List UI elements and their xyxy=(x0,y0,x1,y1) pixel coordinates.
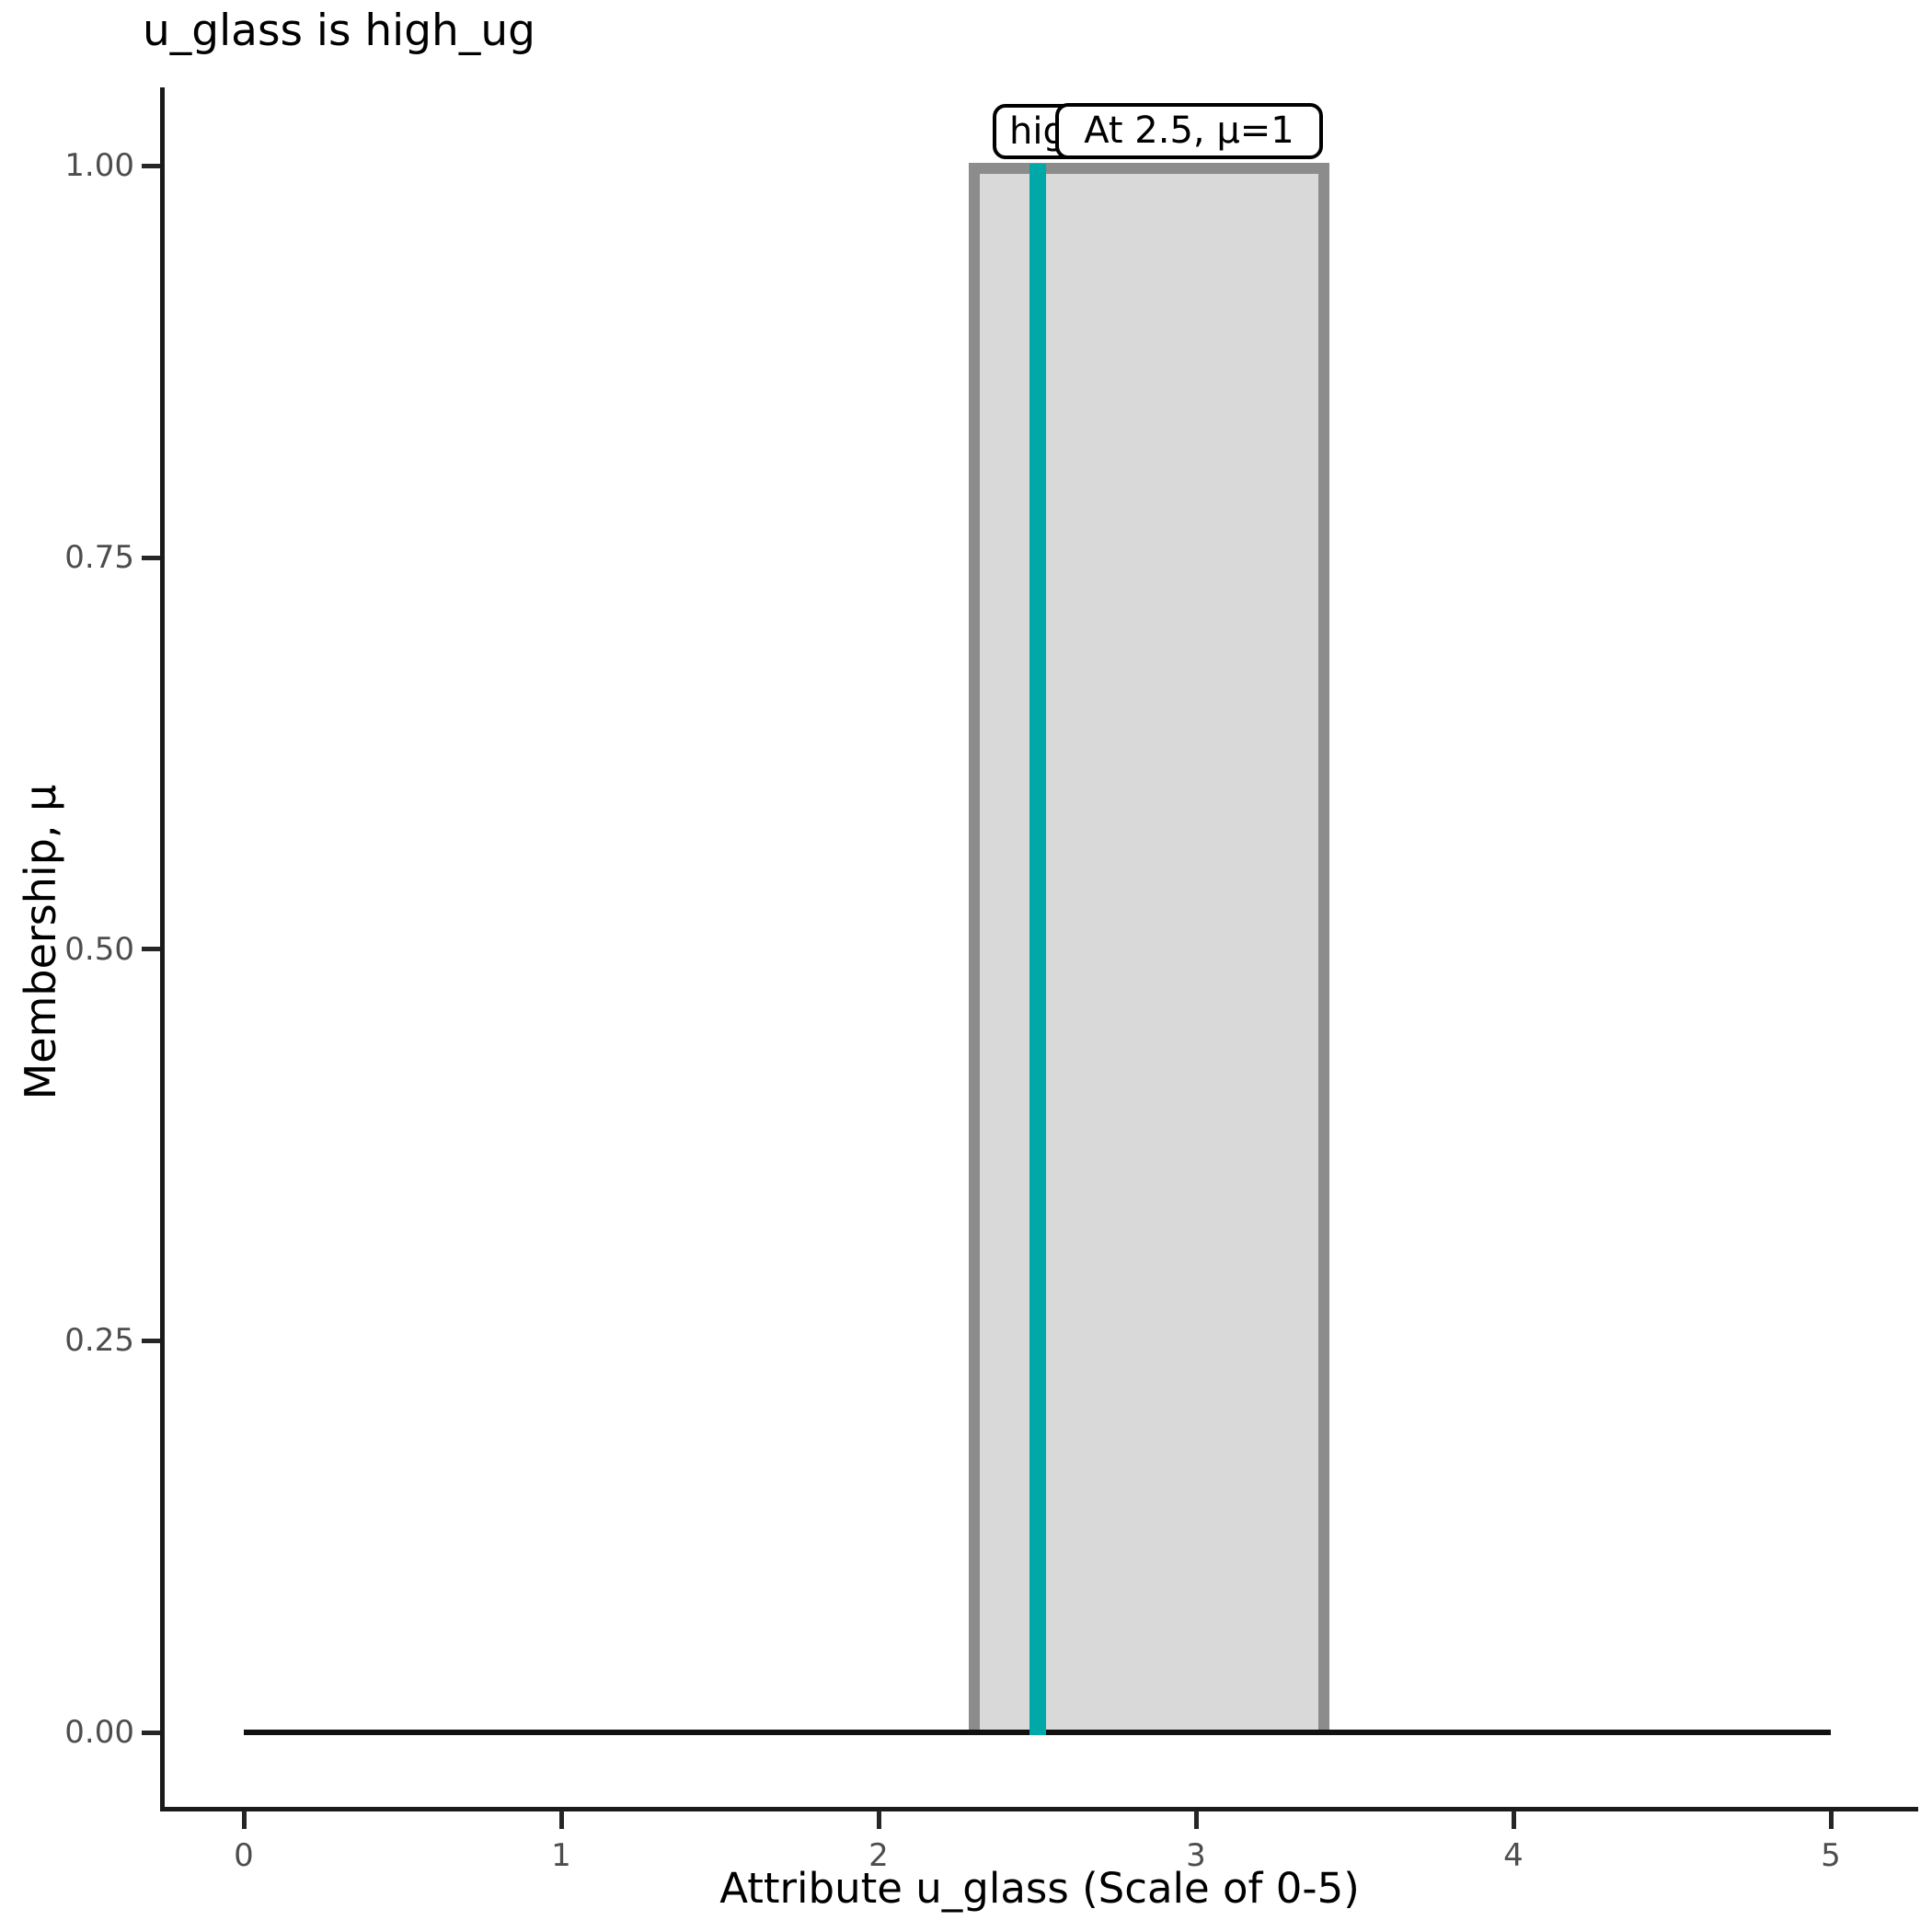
x-tick-label: 0 xyxy=(234,1837,254,1874)
y-tick-label: 0.00 xyxy=(64,1714,134,1751)
y-tick-mark-0.50 xyxy=(142,947,160,951)
y-tick-mark-0.00 xyxy=(142,1731,160,1735)
x-tick-mark-5 xyxy=(1829,1811,1834,1829)
x-tick-mark-4 xyxy=(1512,1811,1516,1829)
x-tick-label: 1 xyxy=(551,1837,571,1874)
x-tick-label: 4 xyxy=(1503,1837,1524,1874)
x-tick-mark-1 xyxy=(559,1811,564,1829)
y-tick-label: 1.00 xyxy=(64,147,134,184)
y-tick-label: 0.25 xyxy=(64,1322,134,1359)
chart-title: u_glass is high_ug xyxy=(143,6,535,56)
membership-function-rectangle xyxy=(969,163,1329,1732)
x-tick-mark-0 xyxy=(242,1811,247,1829)
y-axis-spine xyxy=(160,87,165,1811)
x-tick-label: 2 xyxy=(868,1837,889,1874)
input-value-marker-line xyxy=(1029,164,1046,1735)
y-tick-mark-0.75 xyxy=(142,556,160,560)
x-tick-label: 5 xyxy=(1821,1837,1841,1874)
x-tick-label: 3 xyxy=(1186,1837,1206,1874)
x-axis-spine xyxy=(160,1807,1918,1811)
y-tick-label: 0.75 xyxy=(64,539,134,576)
x-tick-mark-2 xyxy=(877,1811,881,1829)
y-tick-mark-1.00 xyxy=(142,164,160,168)
x-tick-mark-3 xyxy=(1194,1811,1199,1829)
value-annotation-text: At 2.5, µ=1 xyxy=(1084,109,1294,152)
value-annotation-box: At 2.5, µ=1 xyxy=(1055,103,1323,159)
y-tick-label: 0.50 xyxy=(64,931,134,968)
x-axis-label: Attribute u_glass (Scale of 0-5) xyxy=(719,1864,1360,1913)
y-tick-mark-0.25 xyxy=(142,1339,160,1343)
